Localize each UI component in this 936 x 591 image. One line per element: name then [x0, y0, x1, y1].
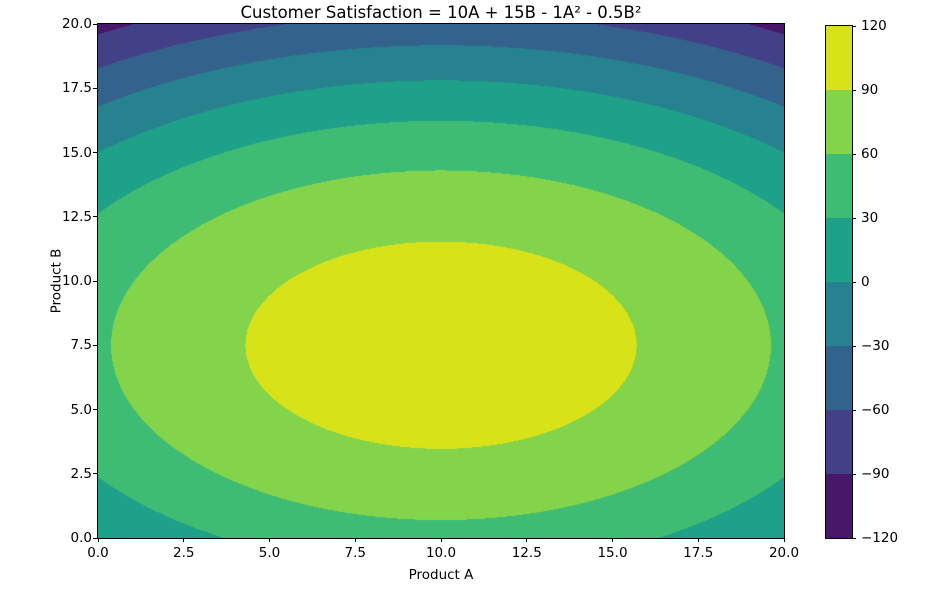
- colorbar-tick-mark: [852, 89, 856, 91]
- colorbar-tick-label: −30: [861, 338, 890, 354]
- colorbar-band: [826, 218, 852, 282]
- x-tick-label: 2.5: [173, 545, 195, 561]
- colorbar-tick-label: 90: [861, 82, 879, 98]
- y-tick-label: 17.5: [61, 80, 92, 97]
- colorbar-band: [826, 346, 852, 410]
- colorbar-tick-mark: [852, 473, 856, 475]
- y-tick-label: 0.0: [70, 530, 92, 546]
- y-tick-label: 2.5: [70, 465, 92, 482]
- colorbar-tick-mark: [852, 537, 856, 539]
- x-tick-mark: [269, 538, 270, 542]
- x-tick-label: 5.0: [258, 545, 281, 561]
- y-tick-label: 15.0: [61, 144, 92, 161]
- colorbar-tick-label: 30: [861, 210, 879, 226]
- x-tick-label: 12.5: [511, 545, 542, 561]
- contour-plot-canvas: [98, 24, 784, 538]
- x-tick-mark: [97, 538, 99, 542]
- colorbar: [826, 26, 852, 538]
- colorbar-tick-label: 0: [861, 274, 870, 290]
- x-tick-mark: [526, 538, 528, 542]
- x-tick-mark: [612, 538, 613, 542]
- x-tick-mark: [783, 538, 785, 542]
- y-tick-label: 7.5: [70, 337, 92, 354]
- colorbar-tick-label: 120: [861, 18, 887, 34]
- colorbar-frame: [825, 25, 853, 539]
- y-tick-mark: [93, 23, 97, 25]
- x-tick-label: 10.0: [425, 545, 457, 561]
- chart-title: Customer Satisfaction = 10A + 15B - 1A² …: [240, 3, 642, 22]
- x-tick-mark: [354, 538, 356, 542]
- colorbar-band: [826, 282, 852, 346]
- colorbar-band: [826, 26, 852, 90]
- colorbar-tick-mark: [852, 217, 856, 219]
- colorbar-band: [826, 154, 852, 218]
- y-tick-mark: [93, 87, 97, 89]
- x-tick-label: 15.0: [597, 545, 628, 561]
- colorbar-tick-mark: [852, 25, 856, 27]
- colorbar-tick-label: −90: [861, 466, 890, 482]
- colorbar-band: [826, 474, 852, 538]
- colorbar-band: [826, 410, 852, 474]
- colorbar-tick-label: 60: [861, 146, 879, 162]
- y-tick-label: 12.5: [61, 208, 92, 225]
- colorbar-tick-mark: [852, 153, 856, 155]
- x-tick-label: 0.0: [87, 545, 109, 561]
- y-tick-mark: [93, 537, 97, 539]
- y-tick-mark: [93, 152, 97, 153]
- y-tick-mark: [93, 409, 97, 410]
- y-tick-mark: [93, 216, 97, 218]
- y-tick-mark: [93, 473, 97, 475]
- x-tick-label: 7.5: [344, 545, 366, 561]
- axes-frame: [97, 23, 785, 539]
- y-tick-label: 20.0: [61, 16, 92, 32]
- x-axis-label: Product A: [408, 567, 474, 583]
- colorbar-band: [826, 90, 852, 154]
- colorbar-tick-mark: [852, 409, 856, 411]
- y-tick-mark: [93, 280, 97, 282]
- x-tick-mark: [440, 538, 442, 542]
- x-tick-mark: [697, 538, 699, 542]
- x-tick-label: 17.5: [683, 545, 714, 561]
- y-axis-label: Product B: [48, 248, 65, 314]
- y-tick-mark: [93, 344, 97, 346]
- x-tick-mark: [183, 538, 185, 542]
- colorbar-tick-label: −120: [861, 530, 899, 546]
- y-tick-label: 10.0: [61, 273, 92, 289]
- colorbar-tick-mark: [852, 281, 856, 283]
- colorbar-tick-label: −60: [861, 402, 890, 418]
- y-tick-label: 5.0: [70, 401, 92, 418]
- colorbar-tick-mark: [852, 345, 856, 347]
- x-tick-label: 20.0: [768, 545, 800, 561]
